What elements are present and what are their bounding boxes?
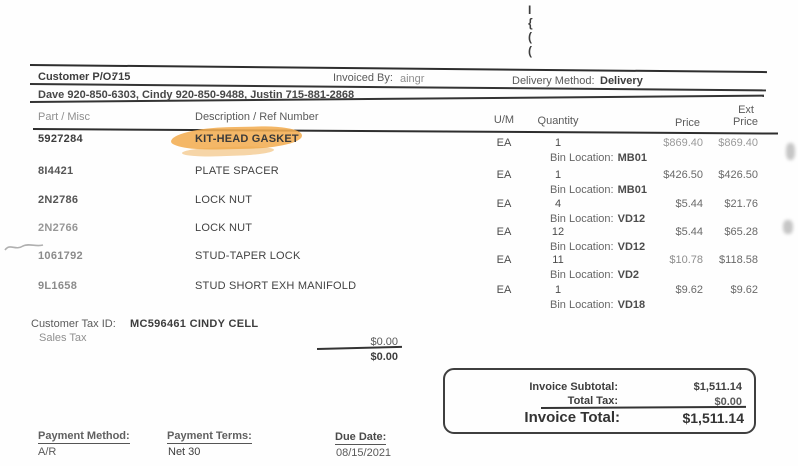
unit-of-measure: EA: [496, 284, 512, 296]
customer-po-label: Customer P/O:: [38, 71, 116, 83]
column-header-part: Part / Misc: [38, 111, 90, 123]
unit-price: $10.78: [669, 254, 703, 266]
bin-location-value: VD12: [617, 241, 646, 253]
extended-price: $426.50: [718, 169, 758, 181]
part-description: STUD-TAPER LOCK: [195, 250, 301, 262]
extended-price: $21.76: [724, 198, 758, 210]
scan-edge-mark: I: [528, 3, 532, 17]
invoiced-by-value: aingr: [400, 73, 425, 85]
bin-location: Bin Location: MB01: [550, 184, 647, 196]
column-header-description: Description / Ref Number: [195, 111, 319, 123]
bin-location-value: MB01: [617, 184, 647, 196]
bin-location-label: Bin Location:: [550, 184, 614, 196]
scan-smudge: [783, 220, 793, 234]
quantity-value: 11: [552, 254, 564, 266]
part-description: LOCK NUT: [195, 194, 253, 206]
total-tax-label: Total Tax:: [567, 395, 618, 407]
invoiced-by-label: Invoiced By:: [333, 72, 393, 84]
quantity-value: 1: [554, 169, 562, 181]
bin-location-value: VD12: [617, 213, 646, 225]
sales-tax-total: $0.00: [370, 351, 398, 363]
unit-of-measure: EA: [496, 137, 512, 149]
payment-terms-label: Payment Terms:: [167, 430, 252, 444]
part-number: 1061792: [38, 250, 83, 262]
delivery-method-label: Delivery Method:: [512, 75, 595, 87]
customer-tax-id-value: MC596461 CINDY CELL: [130, 318, 259, 330]
part-description: LOCK NUT: [195, 222, 253, 234]
scan-edge-mark: (: [528, 30, 532, 44]
bin-location-label: Bin Location:: [550, 152, 614, 164]
bin-location-label: Bin Location:: [550, 241, 614, 253]
payment-method-value: A/R: [38, 446, 57, 458]
subtotal-value: $1,511.14: [693, 381, 742, 393]
unit-price: $5.44: [675, 198, 703, 210]
column-header-ext-line1: Ext: [738, 104, 754, 116]
delivery-method-value: Delivery: [600, 75, 643, 87]
part-number: 2N2786: [38, 194, 79, 206]
divider: [29, 64, 767, 74]
part-number: 5927284: [38, 133, 83, 145]
due-date-label: Due Date:: [335, 431, 387, 445]
extended-price: $118.58: [719, 254, 758, 266]
payment-method-label: Payment Method:: [38, 430, 130, 444]
column-header-ext-line2: Price: [732, 116, 758, 128]
bin-location-label: Bin Location:: [550, 213, 614, 225]
unit-price: $426.50: [663, 169, 703, 181]
bin-location: Bin Location: VD18: [550, 299, 645, 311]
bin-location: Bin Location: MB01: [550, 152, 647, 164]
bin-location: Bin Location: VD12: [550, 241, 645, 253]
column-header-quantity: Quantity: [537, 115, 579, 127]
unit-of-measure: EA: [496, 226, 512, 238]
total-tax-value: $0.00: [714, 396, 742, 408]
scan-edge-mark: {: [528, 16, 533, 30]
bin-location-label: Bin Location:: [550, 269, 614, 281]
unit-of-measure: EA: [496, 198, 512, 210]
quantity-value: 1: [554, 137, 562, 149]
invoice-total-value: $1,511.14: [682, 410, 744, 426]
unit-of-measure: EA: [496, 254, 512, 266]
invoice-total-label: Invoice Total:: [524, 409, 620, 426]
bin-location-value: MB01: [617, 152, 647, 164]
bin-location-label: Bin Location:: [550, 299, 614, 311]
due-date-value: 08/15/2021: [336, 447, 392, 459]
extended-price: $869.40: [718, 137, 758, 149]
bin-location-value: VD2: [617, 269, 640, 281]
unit-of-measure: EA: [496, 169, 512, 181]
quantity-value: 1: [554, 284, 562, 296]
scan-edge-mark: (: [528, 44, 532, 58]
quantity-value: 12: [551, 226, 565, 238]
column-header-um: U/M: [493, 114, 515, 126]
unit-price: $5.44: [675, 226, 703, 238]
part-number: 2N2766: [38, 222, 79, 234]
part-number: 9L1658: [38, 280, 78, 292]
customer-po-value: 715: [112, 71, 131, 83]
bin-location-value: VD18: [617, 299, 646, 311]
sales-tax-value: $0.00: [370, 336, 398, 348]
part-number: 8I4421: [38, 165, 74, 177]
invoice-totals-box: [443, 368, 756, 434]
column-header-price: Price: [674, 117, 700, 129]
customer-tax-id-label: Customer Tax ID:: [31, 318, 116, 330]
part-description: PLATE SPACER: [195, 165, 279, 177]
sales-tax-label: Sales Tax: [39, 332, 87, 344]
scan-smudge: [786, 143, 795, 160]
bin-location: Bin Location: VD12: [550, 213, 645, 225]
part-description: KIT-HEAD GASKET: [195, 133, 299, 145]
bin-location: Bin Location: VD2: [550, 269, 639, 281]
subtotal-label: Invoice Subtotal:: [529, 381, 618, 393]
contact-line: Dave 920-850-6303, Cindy 920-850-9488, J…: [38, 89, 355, 101]
extended-price: $65.28: [724, 226, 758, 238]
quantity-value: 4: [554, 198, 562, 210]
pen-mark: [4, 244, 44, 251]
unit-price: $869.40: [663, 137, 703, 149]
payment-terms-value: Net 30: [168, 446, 201, 458]
unit-price: $9.62: [675, 284, 703, 296]
extended-price: $9.62: [730, 284, 758, 296]
part-description: STUD SHORT EXH MANIFOLD: [195, 280, 357, 292]
